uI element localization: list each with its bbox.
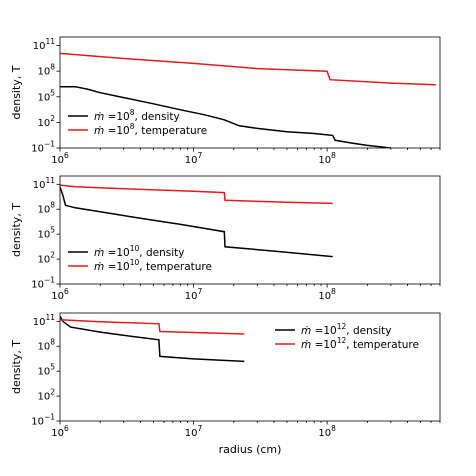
- y-tick-label: 1011: [33, 313, 56, 328]
- legend-label: ṁ =1010, density: [94, 244, 184, 259]
- subplot-1: 106 107 108 10−1 102 105 108 1011 density, T ṁ =1…: [10, 36, 441, 166]
- subplot-2: 106 107 108 10−1 102 105 108 1011 density, T ṁ =1…: [10, 175, 441, 302]
- x-tick-label: 108: [318, 424, 336, 439]
- axes-frame: [59, 36, 441, 149]
- axes-frame: [59, 312, 441, 422]
- series-line-temperature: [60, 184, 333, 205]
- y-tick-label: 10−1: [31, 140, 55, 155]
- y-tick-label: 10−1: [31, 413, 55, 428]
- series-line-density: [60, 186, 333, 258]
- x-axis-label: radius (cm): [219, 443, 282, 456]
- x-tick-label: 106: [51, 287, 69, 302]
- y-tick-label: 105: [37, 363, 55, 378]
- legend-label: ṁ =1010, temperature: [94, 258, 212, 273]
- y-tick-label: 1011: [33, 176, 56, 191]
- y-tick-label: 108: [37, 201, 55, 216]
- y-axis-label: density, T: [10, 203, 23, 257]
- y-tick-label: 108: [37, 338, 55, 353]
- x-tick-label: 107: [185, 424, 203, 439]
- y-tick-label: 108: [37, 63, 55, 78]
- y-tick-label: 1011: [33, 37, 56, 52]
- x-tick-label: 106: [51, 424, 69, 439]
- axes-frame: [59, 175, 441, 285]
- legend-label: ṁ =108, temperature: [94, 122, 207, 137]
- y-tick-label: 102: [37, 388, 55, 403]
- series-line-density: [60, 315, 245, 363]
- x-tick-label: 108: [318, 151, 336, 166]
- y-tick-label: 10−1: [31, 276, 55, 291]
- legend-label: ṁ =1012, temperature: [301, 336, 419, 351]
- series-line-temperature: [60, 319, 245, 335]
- x-tick-label: 106: [51, 151, 69, 166]
- x-tick-label: 107: [185, 151, 203, 166]
- subplot-3: 106 107 108 10−1 102 105 108 1011 density, T radi…: [10, 312, 441, 456]
- y-tick-label: 105: [37, 226, 55, 241]
- legend-label: ṁ =108, density: [94, 108, 180, 123]
- y-tick-label: 105: [37, 88, 55, 103]
- y-axis-label: density, T: [10, 340, 23, 394]
- series-line-temperature: [60, 52, 436, 86]
- y-tick-label: 102: [37, 114, 55, 129]
- x-tick-label: 107: [185, 287, 203, 302]
- y-tick-label: 102: [37, 251, 55, 266]
- legend-label: ṁ =1012, density: [301, 322, 391, 337]
- x-tick-label: 108: [318, 287, 336, 302]
- series-line-density: [60, 85, 391, 148]
- y-axis-label: density, T: [10, 65, 23, 119]
